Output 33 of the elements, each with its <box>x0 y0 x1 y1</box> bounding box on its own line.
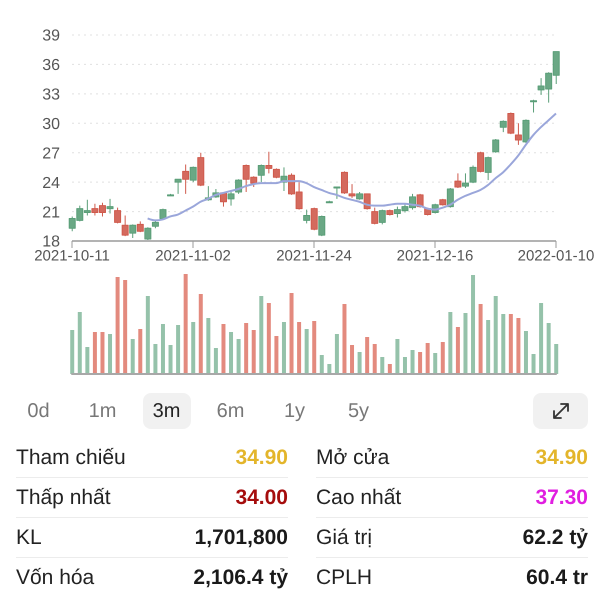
text: 6m <box>216 400 244 422</box>
y-tick-label: 30 <box>42 116 60 133</box>
text: 37.30 <box>535 486 588 508</box>
category-label: Giá trị <box>316 526 372 550</box>
text: 34.90 <box>235 446 288 468</box>
text: 34.00 <box>235 486 288 508</box>
text: 5y <box>348 400 370 422</box>
category-label: Thấp nhất <box>16 486 111 510</box>
y-tick-label: 33 <box>42 86 60 104</box>
y-tick-label: 36 <box>42 57 60 74</box>
category-label: Vốn hóa <box>16 566 94 590</box>
x-tick-label: 2021-11-02 <box>155 248 231 265</box>
category-label: Tham chiếu <box>16 446 126 470</box>
text: 2,106.4 tỷ <box>193 566 288 589</box>
x-tick-label: 2022-01-10 <box>518 248 594 265</box>
text: 1y <box>284 400 306 422</box>
y-tick-label: 21 <box>42 204 60 222</box>
category-label: Mở cửa <box>316 446 390 470</box>
text: 34.90 <box>535 446 588 468</box>
y-tick-label: 24 <box>42 174 60 192</box>
y-tick-label: 39 <box>42 28 60 45</box>
text: 60.4 tr <box>526 566 588 589</box>
text: 62.2 tỷ <box>522 526 588 548</box>
text: 1m <box>88 400 116 422</box>
x-tick-label: 2021-11-24 <box>276 248 352 265</box>
category-label: KL <box>16 526 42 550</box>
text: 1,701,800 <box>194 526 288 548</box>
text: 3m <box>152 400 180 422</box>
category-label: CPLH <box>316 566 372 590</box>
text: 0d <box>27 400 50 422</box>
x-tick-label: 2021-12-16 <box>396 248 474 265</box>
y-tick-label: 27 <box>42 145 60 162</box>
category-label: Cao nhất <box>316 486 402 510</box>
